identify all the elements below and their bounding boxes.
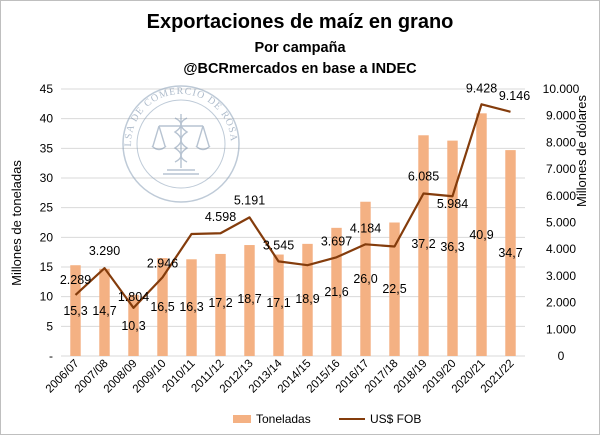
left-tick-label: 10 bbox=[40, 290, 54, 304]
right-axis-ticks: 0 1.000 2.000 3.000 4.000 5.000 6.000 7.000 8.00… bbox=[543, 82, 580, 363]
bar bbox=[186, 259, 197, 356]
line-data-label: 9.146 bbox=[499, 89, 530, 103]
line-data-label: 6.085 bbox=[408, 170, 439, 184]
bar bbox=[215, 253, 226, 356]
bcr-seal-logo: BOLSA DE COMERCIO DE ROSARIO bbox=[122, 85, 240, 203]
bar bbox=[476, 113, 487, 357]
right-tick-label: 2.000 bbox=[546, 296, 576, 310]
bar bbox=[360, 201, 371, 356]
line-data-label: 3.697 bbox=[321, 234, 352, 248]
left-tick-label: 45 bbox=[40, 82, 54, 96]
line-data-labels: 2.289 3.290 1.804 2.946 4.598 5.191 3.545 3.697… bbox=[60, 81, 530, 304]
chart-title: Exportaciones de maíz en grano bbox=[147, 11, 454, 33]
left-axis-label: Millones de toneladas bbox=[9, 160, 24, 286]
right-tick-label: 7.000 bbox=[546, 162, 576, 176]
bar-data-label: 18,9 bbox=[295, 292, 319, 306]
left-tick-label: - bbox=[49, 349, 53, 363]
line-data-label: 5.191 bbox=[234, 193, 265, 207]
bar-data-label: 37,2 bbox=[411, 237, 435, 251]
line-series-usd-fob bbox=[74, 103, 511, 309]
bar bbox=[418, 135, 429, 356]
right-tick-label: 5.000 bbox=[546, 216, 576, 230]
right-tick-label: 6.000 bbox=[546, 189, 576, 203]
right-tick-label: 4.000 bbox=[546, 242, 576, 256]
left-tick-label: 40 bbox=[40, 112, 54, 126]
line-data-label: 5.984 bbox=[437, 197, 468, 211]
bar bbox=[273, 254, 284, 356]
right-axis-label: Millones de dólares bbox=[574, 95, 589, 208]
left-tick-label: 20 bbox=[40, 230, 54, 244]
usd-fob-line bbox=[74, 103, 511, 309]
bar-data-label: 36,3 bbox=[440, 240, 464, 254]
right-tick-label: 10.000 bbox=[543, 82, 580, 96]
line-data-label: 3.545 bbox=[263, 238, 294, 252]
bar-data-label: 34,7 bbox=[498, 246, 522, 260]
left-axis-ticks: - 5 10 15 20 25 30 35 40 45 bbox=[40, 82, 54, 363]
bar-data-label: 26,0 bbox=[353, 272, 377, 286]
right-tick-label: 3.000 bbox=[546, 269, 576, 283]
legend-label-toneladas: Toneladas bbox=[256, 412, 311, 426]
legend-swatch-toneladas bbox=[233, 415, 251, 423]
line-data-label: 9.428 bbox=[466, 81, 497, 95]
chart-subtitle-2: @BCRmercados en base a INDEC bbox=[183, 61, 417, 77]
right-tick-label: 9.000 bbox=[546, 109, 576, 123]
right-tick-label: 0 bbox=[558, 349, 565, 363]
left-tick-label: 25 bbox=[40, 201, 54, 215]
bar-data-label: 17,2 bbox=[208, 296, 232, 310]
bar bbox=[157, 258, 168, 356]
bar-data-label: 18,7 bbox=[237, 292, 261, 306]
line-data-label: 2.289 bbox=[60, 273, 91, 287]
right-tick-label: 8.000 bbox=[546, 135, 576, 149]
bar-data-label: 17,1 bbox=[266, 296, 290, 310]
left-tick-label: 30 bbox=[40, 171, 54, 185]
x-axis-ticks: 2006/072007/082008/092009/102010/112011/… bbox=[44, 357, 517, 395]
bar bbox=[505, 150, 516, 356]
left-tick-label: 15 bbox=[40, 260, 54, 274]
bar bbox=[70, 265, 81, 356]
legend: Toneladas US$ FOB bbox=[233, 412, 421, 426]
left-tick-label: 5 bbox=[46, 319, 53, 333]
bar-data-label: 10,3 bbox=[121, 319, 145, 333]
bar bbox=[99, 268, 110, 356]
chart-subtitle-1: Por campaña bbox=[254, 40, 346, 56]
line-data-label: 2.946 bbox=[147, 256, 178, 270]
bar-data-label: 16,5 bbox=[150, 300, 174, 314]
bar-data-label: 22,5 bbox=[382, 282, 406, 296]
bar-data-label: 40,9 bbox=[469, 228, 493, 242]
line-data-label: 4.598 bbox=[205, 210, 236, 224]
legend-label-usd-fob: US$ FOB bbox=[370, 412, 421, 426]
line-data-label: 3.290 bbox=[89, 244, 120, 258]
line-data-label: 4.184 bbox=[350, 221, 381, 235]
line-data-label: 1.804 bbox=[118, 290, 149, 304]
bar-data-label: 14,7 bbox=[92, 304, 116, 318]
bar-data-label: 16,3 bbox=[179, 300, 203, 314]
bar-data-label: 15,3 bbox=[63, 304, 87, 318]
bar-data-label: 21,6 bbox=[324, 285, 348, 299]
bar bbox=[389, 222, 400, 356]
right-tick-label: 1.000 bbox=[546, 322, 576, 336]
bar bbox=[331, 227, 342, 356]
bar-data-labels: 15,3 14,7 10,3 16,5 16,3 17,2 18,7 17,1 18,9 21,6… bbox=[63, 228, 522, 333]
bar bbox=[244, 245, 255, 356]
left-tick-label: 35 bbox=[40, 141, 54, 155]
bar-series-toneladas bbox=[70, 113, 516, 357]
bar bbox=[302, 243, 313, 356]
bar bbox=[447, 140, 458, 356]
bar bbox=[128, 294, 139, 356]
